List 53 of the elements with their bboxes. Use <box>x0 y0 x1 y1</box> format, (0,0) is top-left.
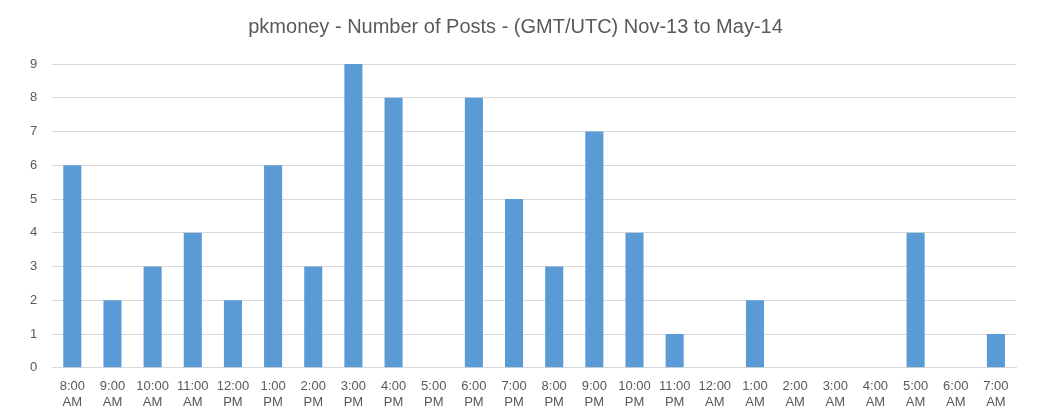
y-tick-label: 2 <box>30 291 38 307</box>
x-tick-label: 5:00 AM <box>902 378 929 409</box>
x-tick-label: 4:00 AM <box>862 378 889 409</box>
x-tick-label: 4:00 PM <box>380 378 407 409</box>
y-tick-label: 4 <box>30 224 38 240</box>
chart-title: pkmoney - Number of Posts - (GMT/UTC) Nov-13 to May-14 <box>248 14 783 37</box>
x-tick-label: 10:00 PM <box>618 378 651 409</box>
x-tick-label: 2:00 PM <box>300 378 326 409</box>
x-tick-label: 9:00 AM <box>99 378 126 409</box>
x-tick-label: 6:00 AM <box>943 378 969 409</box>
x-tick-label: 8:00 PM <box>541 378 567 409</box>
bar <box>986 334 1005 368</box>
x-tick-label: 1:00 AM <box>742 378 768 409</box>
y-tick-label: 9 <box>30 55 38 71</box>
bar <box>906 232 925 368</box>
y-tick-label: 1 <box>30 325 38 341</box>
bar <box>505 199 524 368</box>
x-tick-label: 1:00 PM <box>260 378 286 409</box>
x-tick-label: 3:00 PM <box>340 378 367 409</box>
bar <box>63 165 82 368</box>
bar <box>585 131 604 368</box>
x-tick-label: 11:00 AM <box>176 378 209 409</box>
bar <box>665 334 684 368</box>
x-tick-label: 7:00 AM <box>983 378 1009 409</box>
bar <box>143 266 162 368</box>
bar <box>545 266 564 368</box>
x-tick-label: 5:00 PM <box>421 378 447 409</box>
y-tick-label: 6 <box>30 156 38 172</box>
y-tick-label: 8 <box>30 89 38 105</box>
bar <box>745 300 765 368</box>
bar <box>223 300 242 368</box>
x-tick-label: 10:00 AM <box>136 378 169 409</box>
y-tick-label: 0 <box>30 359 38 375</box>
x-tick-label: 11:00 PM <box>658 378 691 409</box>
x-tick-label: 6:00 PM <box>461 378 487 409</box>
bar <box>344 64 363 368</box>
bar <box>304 266 323 368</box>
bar <box>464 97 483 368</box>
bar <box>264 165 283 368</box>
bar <box>183 232 202 368</box>
y-tick-label: 5 <box>30 190 38 206</box>
y-tick-label: 7 <box>30 123 38 139</box>
x-tick-label: 9:00 PM <box>581 378 608 409</box>
bar <box>103 300 122 368</box>
x-tick-label: 12:00 PM <box>216 378 250 409</box>
x-tick-label: 3:00 AM <box>822 378 848 409</box>
bar <box>625 232 644 368</box>
x-tick-label: 8:00 AM <box>59 378 85 409</box>
x-tick-label: 2:00 AM <box>782 378 808 409</box>
y-tick-label: 3 <box>30 258 38 274</box>
bar <box>384 97 403 368</box>
x-tick-label: 7:00 PM <box>501 378 527 409</box>
x-tick-label: 12:00 AM <box>698 378 732 409</box>
